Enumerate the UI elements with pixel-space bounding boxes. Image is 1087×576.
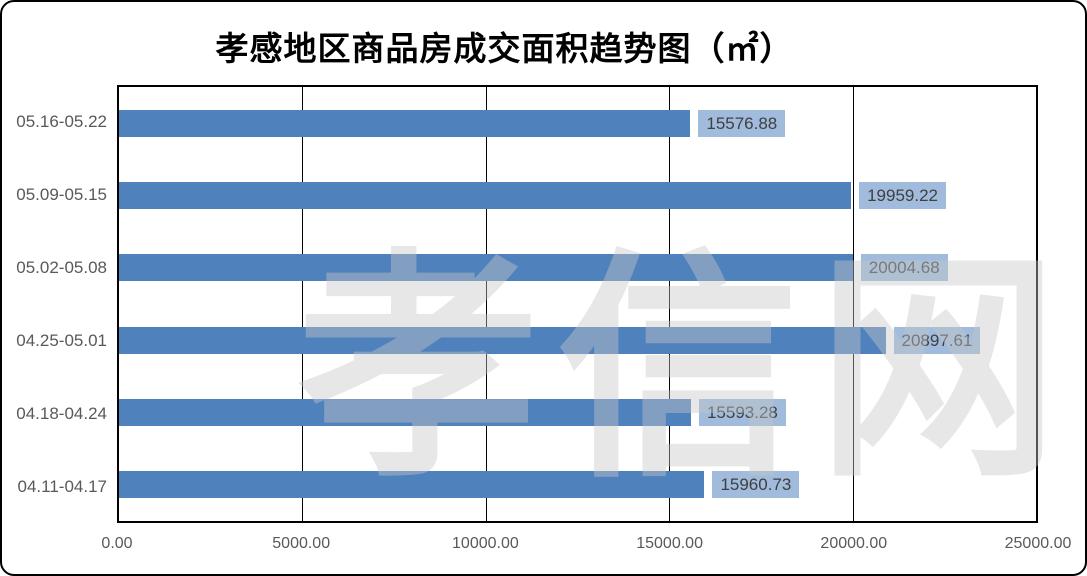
value-label-04.18-04.24: 15593.28 [698, 399, 786, 426]
value-label-05.02-05.08: 20004.68 [860, 254, 948, 281]
x-tick-label-25000.00: 25000.00 [1004, 535, 1072, 552]
value-label-04.25-05.01: 20897.61 [893, 327, 981, 354]
gridline [669, 87, 671, 521]
category-label-04.18-04.24: 04.18-04.24 [16, 403, 107, 423]
bar-05.16-05.22 [119, 110, 691, 137]
x-tick-label-15000.00: 15000.00 [636, 535, 703, 552]
chart-title: 孝感地区商品房成交面积趋势图（㎡） [215, 32, 794, 68]
plot-area: 15576.88 19959.22 20004.68 20897.61 15593.28… [117, 85, 1059, 523]
bar-04.11-04.17 [119, 471, 705, 498]
value-label-05.09-05.15: 19959.22 [859, 182, 946, 209]
value-axis: 0.00 5000.00 10000.00 15000.00 20000.00 25000… [101, 535, 1071, 559]
gridline [852, 87, 854, 521]
x-tick-label-20000.00: 20000.00 [820, 535, 888, 552]
category-label-04.11-04.17: 04.11-04.17 [17, 476, 107, 496]
value-label-05.16-05.22: 15576.88 [698, 110, 786, 137]
bar-04.25-05.01 [119, 327, 886, 354]
category-label-05.02-05.08: 05.02-05.08 [16, 257, 107, 277]
gridline [485, 87, 487, 521]
x-tick-label-5000.00: 5000.00 [272, 535, 331, 552]
bar-05.02-05.08 [119, 254, 853, 281]
x-tick-label-10000.00: 10000.00 [452, 535, 519, 552]
category-axis: 05.16-05.22 05.09-05.15 05.02-05.08 04.25-0… [2, 85, 107, 523]
category-label-05.16-05.22: 05.16-05.22 [16, 111, 107, 131]
value-label-04.11-04.17: 15960.73 [712, 471, 800, 498]
bars-layer: 15576.88 19959.22 20004.68 20897.61 15593.28… [119, 87, 1036, 521]
category-label-05.09-05.15: 05.09-05.15 [16, 184, 107, 204]
bar-04.18-04.24 [119, 399, 691, 426]
x-tick-label-0.00: 0.00 [101, 535, 133, 552]
category-label-04.25-05.01: 04.25-05.01 [16, 330, 107, 350]
gridline [302, 87, 304, 521]
bar-05.09-05.15 [119, 182, 852, 209]
